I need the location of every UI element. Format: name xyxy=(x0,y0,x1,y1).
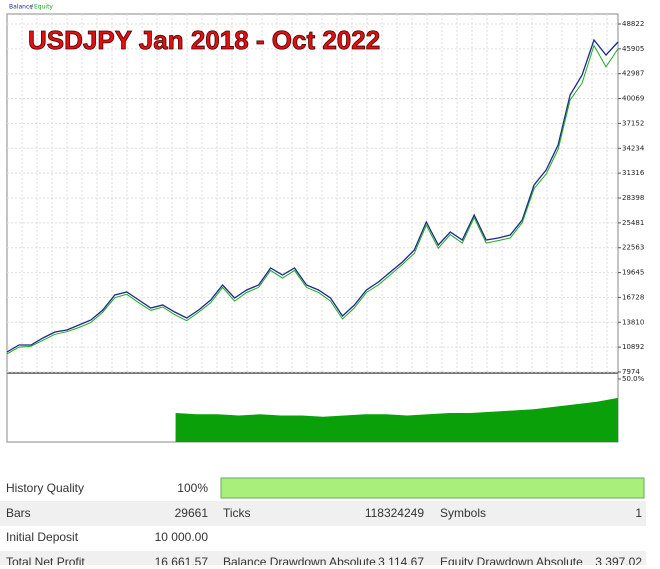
legend-equity: Equity xyxy=(34,4,53,11)
series-line xyxy=(6,44,619,355)
cell-value: 3 114.67 xyxy=(378,555,424,565)
y-tick-label: 25481 xyxy=(622,219,644,227)
y-tick-label: 28398 xyxy=(622,194,644,202)
y-tick-label: 37152 xyxy=(622,119,644,127)
legend-balance: Balance xyxy=(9,4,33,11)
y-tick-label: 19645 xyxy=(622,269,644,277)
cell-value: 100% xyxy=(177,481,208,495)
y-tick-label: 31316 xyxy=(622,169,645,177)
y-tick-label: 40069 xyxy=(622,95,644,103)
cell-label: Total Net Profit xyxy=(6,555,85,565)
y-tick-label: 42987 xyxy=(622,70,644,78)
cell-value: 29661 xyxy=(175,506,209,520)
cell-label: History Quality xyxy=(6,481,84,495)
cell-label: Initial Deposit xyxy=(6,530,79,544)
cell-label: Ticks xyxy=(223,506,251,520)
annotation: USDJPY Jan 2018 - Oct 2022 xyxy=(28,25,380,55)
mask xyxy=(9,376,160,440)
load-area xyxy=(175,397,618,442)
marks xyxy=(6,38,619,442)
y-tick-label: 48822 xyxy=(622,20,644,28)
legend-sep: / xyxy=(31,4,34,11)
cell-value: 1 xyxy=(635,506,642,520)
cell-value: 3 397.02 xyxy=(595,555,642,565)
cell-value: 16 661.57 xyxy=(155,555,209,565)
y-tick-label: 45905 xyxy=(622,45,644,53)
y-tick-label: 34234 xyxy=(622,144,645,152)
cell-label: Balance Drawdown Absolute xyxy=(223,555,376,565)
y-tick-label: 7974 xyxy=(622,368,640,376)
cell-label: Equity Drawdown Absolute xyxy=(440,555,583,565)
cell-label: Symbols xyxy=(440,506,486,520)
y-tick-label: 16728 xyxy=(622,293,644,301)
quality-bar xyxy=(220,477,645,499)
y-tick-label: 22563 xyxy=(622,244,644,252)
grid: 7974 10892 13810 16728 19645 22563 25481 28398 3… xyxy=(7,14,645,383)
cell-label: Bars xyxy=(6,506,31,520)
y-tick-label: 13810 xyxy=(622,318,644,326)
cell-value: 10 000.00 xyxy=(155,530,209,544)
row-bg xyxy=(0,501,646,526)
cell-value: 118324249 xyxy=(365,506,425,520)
series-line xyxy=(6,38,619,353)
y-tick-label: 10892 xyxy=(622,343,644,351)
y-tick-label: 50.0% xyxy=(622,375,645,383)
